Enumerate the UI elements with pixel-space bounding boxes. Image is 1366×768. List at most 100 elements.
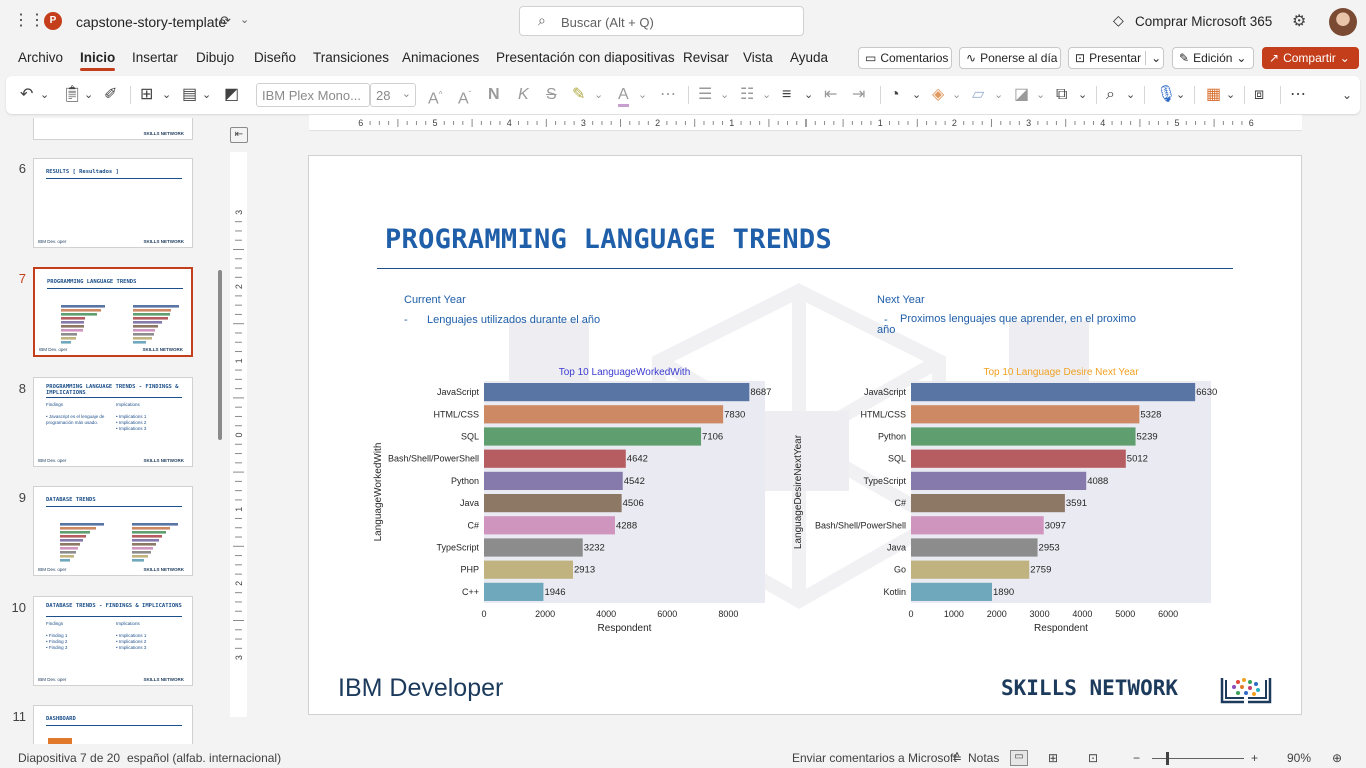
chevron-down-icon[interactable]: ⌄: [720, 89, 730, 101]
thumbnail-slide-8[interactable]: PROGRAMMING LANGUAGE TRENDS - FINDINGS &…: [33, 377, 193, 467]
zoom-out-icon[interactable]: −: [1133, 751, 1141, 765]
highlight-icon[interactable]: ✎: [572, 86, 586, 103]
feedback-link[interactable]: Enviar comentarios a Microsoft: [792, 751, 957, 765]
tab-ayuda[interactable]: Ayuda: [790, 50, 829, 65]
font-size-select[interactable]: 28 ⌄: [370, 83, 416, 107]
thumbnail-slide-7[interactable]: PROGRAMMING LANGUAGE TRENDS IBM Dev. ope…: [33, 267, 193, 357]
tab-revisar[interactable]: Revisar: [683, 50, 729, 65]
font-name-select[interactable]: IBM Plex Mono...: [256, 83, 370, 107]
tab-presentacion[interactable]: Presentación con diapositivas: [496, 50, 675, 65]
shapes-icon[interactable]: ◔: [890, 86, 900, 103]
slide-title[interactable]: PROGRAMMING LANGUAGE TRENDS: [385, 224, 832, 255]
designer-icon[interactable]: ▦: [1206, 86, 1222, 103]
thumbnail-slide-11[interactable]: DASHBOARD: [33, 705, 193, 744]
settings-gear-icon[interactable]: ⚙: [1292, 13, 1307, 30]
shape-fill-icon[interactable]: ◈: [932, 86, 945, 103]
collapse-pane-icon[interactable]: ⇤: [230, 127, 248, 143]
arrange-icon[interactable]: ⧉: [1056, 86, 1068, 103]
new-slide-icon[interactable]: ⊞: [140, 86, 154, 103]
chevron-down-icon[interactable]: ⌄: [162, 89, 172, 101]
chevron-down-icon[interactable]: ⌄: [1145, 51, 1161, 65]
chevron-down-icon[interactable]: ⌄: [594, 89, 604, 101]
chart-language-worked-with[interactable]: Top 10 LanguageWorkedWith 0 2000 4000 6000 80…: [371, 361, 786, 636]
tab-transiciones[interactable]: Transiciones: [313, 50, 390, 65]
increase-indent-icon[interactable]: ⇥: [852, 86, 866, 103]
format-background-icon[interactable]: ◩: [224, 86, 240, 103]
undo-icon[interactable]: ↶: [20, 86, 34, 103]
buy-link[interactable]: Comprar Microsoft 365: [1135, 14, 1273, 29]
chevron-down-icon[interactable]: ⌄: [804, 89, 814, 101]
chevron-down-icon[interactable]: ⌄: [994, 89, 1004, 101]
chevron-down-icon[interactable]: ⌄: [762, 89, 772, 101]
chevron-down-icon[interactable]: ⌄: [638, 89, 648, 101]
reuse-slides-icon[interactable]: ⧈: [1254, 86, 1265, 103]
zoom-slider[interactable]: [1152, 752, 1244, 765]
thumbnail-slide-6[interactable]: RESULTS [ Resultados ] IBM Dev. oper SKI…: [33, 158, 193, 248]
comments-button[interactable]: ▭ Comentarios: [858, 47, 952, 69]
tab-animaciones[interactable]: Animaciones: [402, 50, 480, 65]
align-icon[interactable]: ≡: [782, 86, 792, 103]
avatar[interactable]: [1329, 8, 1357, 36]
collapse-ribbon-icon[interactable]: ⌄: [1342, 88, 1353, 102]
shape-effects-icon[interactable]: ◪: [1014, 86, 1030, 103]
fit-slide-icon[interactable]: ⊕: [1332, 751, 1343, 765]
notes-icon[interactable]: ≙: [952, 751, 963, 765]
catch-up-button[interactable]: ∿ Ponerse al día: [959, 47, 1061, 69]
present-button[interactable]: ⊡ Presentar ⌄: [1068, 47, 1164, 69]
chevron-down-icon[interactable]: ⌄: [1176, 89, 1186, 101]
chevron-down-icon[interactable]: ⌄: [84, 89, 94, 101]
chevron-down-icon[interactable]: ⌄: [1078, 89, 1088, 101]
italic-icon[interactable]: K: [518, 86, 529, 103]
slide-sorter-icon[interactable]: ⊞: [1048, 751, 1059, 765]
chevron-down-icon[interactable]: ⌄: [1226, 89, 1236, 101]
search-box[interactable]: ⌕ Buscar (Alt + Q): [519, 6, 804, 36]
bold-icon[interactable]: N: [488, 86, 500, 103]
strikethrough-icon[interactable]: S: [546, 86, 557, 103]
bullets-icon[interactable]: ☰: [698, 86, 713, 103]
title-chevron-icon[interactable]: ⌄: [240, 14, 250, 26]
autosave-icon[interactable]: ⟳: [220, 13, 231, 28]
chart-language-desire-next-year[interactable]: Top 10 Language Desire Next Year 0 1000 200…: [791, 361, 1219, 636]
chevron-down-icon[interactable]: ⌄: [202, 89, 212, 101]
numbering-icon[interactable]: ☷: [740, 86, 755, 103]
search-input[interactable]: Buscar (Alt + Q): [561, 15, 654, 30]
zoom-slider-thumb[interactable]: [1166, 752, 1169, 765]
right-heading[interactable]: Next Year: [877, 294, 925, 306]
find-icon[interactable]: ⌕: [1106, 86, 1115, 103]
reading-view-icon[interactable]: ⊡: [1088, 751, 1099, 765]
shape-outline-icon[interactable]: ▱: [972, 86, 985, 103]
thumbnails-scrollbar[interactable]: [218, 270, 222, 440]
tab-insertar[interactable]: Insertar: [132, 50, 178, 65]
zoom-level[interactable]: 90%: [1287, 751, 1312, 765]
chevron-down-icon[interactable]: ⌄: [912, 89, 922, 101]
slide-canvas[interactable]: PROGRAMMING LANGUAGE TRENDS Current Year…: [308, 155, 1302, 715]
decrease-font-icon[interactable]: Aˇ: [458, 90, 472, 108]
left-heading[interactable]: Current Year: [404, 294, 466, 306]
more-options-icon[interactable]: ⋯: [1290, 86, 1306, 103]
editing-mode-button[interactable]: ✎ Edición ⌄: [1172, 47, 1254, 69]
chevron-down-icon[interactable]: ⌄: [952, 89, 962, 101]
app-launcher-icon[interactable]: ⋮⋮⋮: [13, 12, 61, 29]
tab-diseno[interactable]: Diseño: [254, 50, 297, 65]
notes-button[interactable]: Notas: [968, 751, 1000, 765]
chevron-down-icon[interactable]: ⌄: [40, 89, 50, 101]
chevron-down-icon[interactable]: ⌄: [1126, 89, 1136, 101]
document-title[interactable]: capstone-story-template: [76, 14, 227, 30]
paste-icon[interactable]: 📋︎: [62, 86, 83, 103]
dictate-icon[interactable]: 🎙︎: [1156, 86, 1177, 103]
right-bullet[interactable]: Proximos lenguajes que aprender, en el p…: [877, 313, 1137, 336]
more-icon[interactable]: ⋯: [660, 86, 676, 103]
increase-font-icon[interactable]: A^: [428, 90, 443, 108]
thumbnail-slide-10[interactable]: DATABASE TRENDS - FINDINGS & IMPLICATION…: [33, 596, 193, 686]
language-indicator[interactable]: español (alfab. internacional): [127, 751, 282, 765]
thumbnail-slide-5-partial[interactable]: SKILLS NETWORK: [33, 118, 193, 140]
normal-view-icon[interactable]: ▭: [1010, 750, 1028, 766]
left-bullet[interactable]: Lenguajes utilizados durante el año: [427, 314, 601, 326]
format-painter-icon[interactable]: ✐: [104, 86, 118, 103]
tab-archivo[interactable]: Archivo: [18, 50, 64, 65]
zoom-in-icon[interactable]: +: [1251, 751, 1259, 765]
tab-inicio[interactable]: Inicio: [80, 50, 116, 71]
thumbnail-slide-9[interactable]: DATABASE TRENDS IBM Dev. oper SKILLS NET…: [33, 486, 193, 576]
tab-vista[interactable]: Vista: [743, 50, 773, 65]
chevron-down-icon[interactable]: ⌄: [1036, 89, 1046, 101]
